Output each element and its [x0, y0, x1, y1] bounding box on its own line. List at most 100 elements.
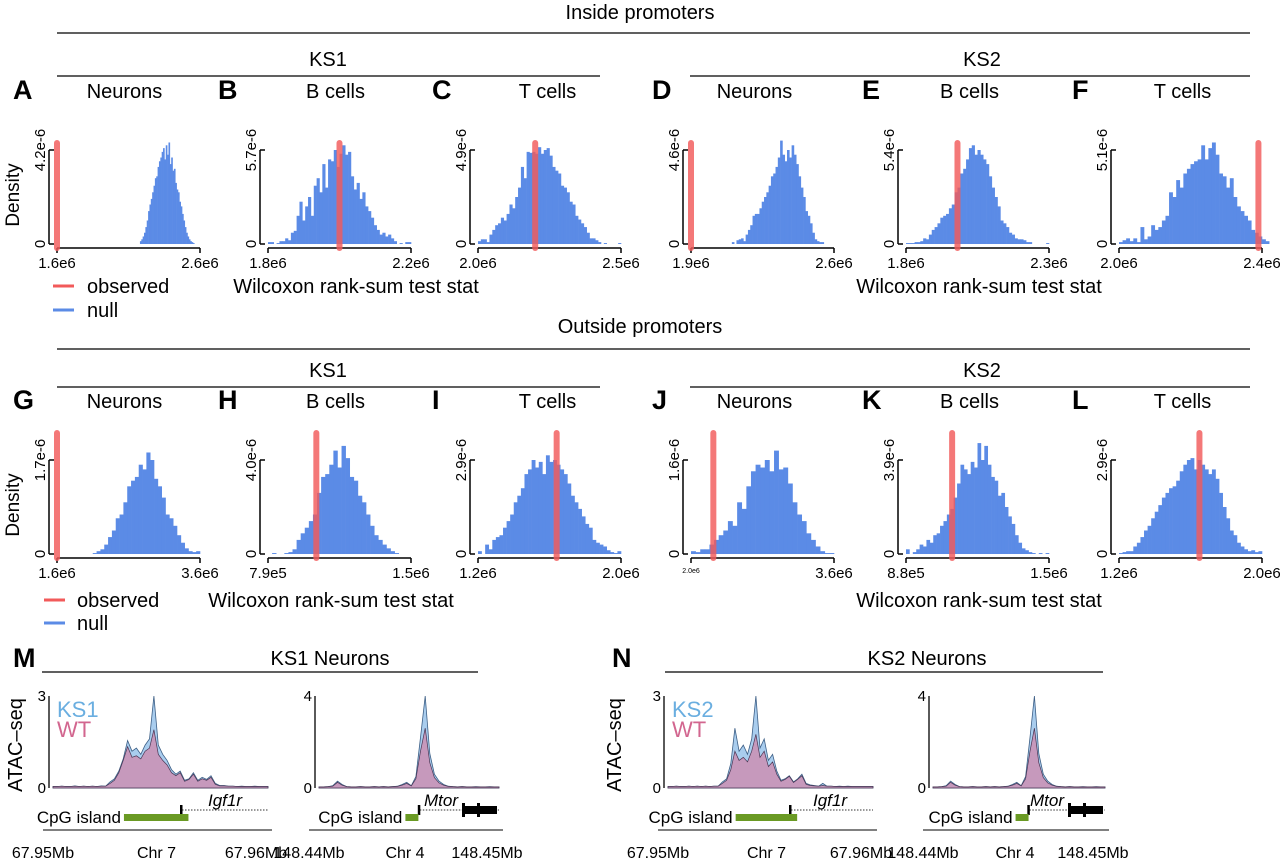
null-bar: [492, 229, 496, 244]
null-bar: [370, 525, 375, 554]
null-bar: [617, 551, 622, 554]
null-bar: [1011, 234, 1015, 244]
null-bar: [1025, 550, 1029, 554]
histogram-panels: A Neurons 0 4.2e-6 1.6e6 2.6e6 B B cells 0 5.7e-6…: [13, 75, 1280, 582]
panel-title: T cells: [519, 391, 576, 413]
null-bar: [153, 185, 156, 244]
panel-title: B cells: [940, 391, 999, 413]
null-bar: [131, 480, 136, 554]
x-tick-label: 1.8e6: [887, 255, 925, 272]
y-axis-label-inside: Density: [3, 163, 24, 227]
null-bar: [1158, 505, 1163, 554]
null-bar: [598, 242, 602, 244]
gene-name-label: Igf1r: [813, 791, 848, 810]
null-bar: [191, 242, 194, 244]
null-bar: [179, 201, 181, 244]
null-bar: [356, 182, 360, 244]
gene-tss-marker: [180, 805, 183, 815]
null-bar: [506, 213, 510, 244]
null-bar: [321, 476, 326, 554]
null-bar: [824, 553, 830, 554]
genomic-tick-label: 67.95Mb: [627, 845, 689, 862]
null-bar: [768, 185, 772, 244]
null-bar: [296, 215, 300, 244]
null-bar: [960, 173, 964, 244]
x-tick-label: 1.6e6: [38, 565, 76, 582]
null-bar: [182, 213, 184, 244]
null-bar: [523, 178, 527, 244]
null-bar: [1046, 243, 1050, 244]
null-bar: [1219, 173, 1223, 244]
null-bar: [777, 157, 781, 244]
null-bar: [549, 155, 553, 244]
observed-line: [688, 140, 694, 251]
gene-name-label: Igf1r: [208, 791, 243, 810]
null-bar: [778, 469, 784, 554]
histogram-panel-a: A Neurons 0 4.2e-6 1.6e6 2.6e6: [13, 75, 219, 272]
y-tick-label: 2.9e-6: [453, 439, 470, 482]
null-bar: [1014, 535, 1019, 554]
null-bar: [161, 151, 164, 244]
null-bar: [500, 217, 505, 244]
null-bar: [376, 229, 380, 244]
panel-title: KS1 Neurons: [271, 648, 390, 670]
null-bar: [774, 450, 779, 554]
null-bar: [732, 525, 738, 554]
null-bar: [987, 464, 992, 554]
y-tick-label: 0: [38, 780, 46, 797]
null-bar: [1008, 232, 1013, 244]
null-bar: [986, 164, 990, 244]
null-bar: [142, 236, 145, 244]
null-bar: [968, 148, 973, 244]
null-bar: [997, 206, 1001, 244]
gene-name-label: Mtor: [424, 791, 459, 810]
y-tick-label: 0: [243, 550, 260, 558]
null-bar: [100, 549, 105, 554]
null-bar: [1144, 239, 1148, 244]
x-tick-label: 2.0e6: [459, 255, 497, 272]
null-bar: [184, 548, 189, 554]
null-bar: [509, 204, 513, 244]
null-bar: [96, 551, 101, 554]
null-bar: [285, 238, 289, 244]
null-bar: [543, 150, 547, 244]
null-bar: [325, 474, 330, 554]
null-bar: [916, 549, 920, 554]
y-tick-label: 1.7e-6: [32, 439, 49, 482]
null-bar: [299, 201, 303, 244]
null-bar: [803, 197, 806, 244]
null-bar: [1204, 469, 1209, 554]
y-tick-label: 0: [1094, 240, 1111, 248]
null-bar: [1045, 553, 1050, 554]
null-bar: [1165, 215, 1170, 244]
null-bar: [1017, 239, 1021, 244]
null-bar: [588, 527, 593, 554]
genomic-tick-label: 148.44Mb: [887, 845, 958, 862]
null-bar: [333, 150, 337, 244]
null-bar: [518, 187, 522, 244]
null-bar: [555, 170, 559, 244]
null-bar: [919, 544, 924, 554]
null-bar: [1226, 518, 1231, 554]
x-tick-label: 1.2e6: [1100, 565, 1138, 582]
wt-signal-area: [52, 729, 269, 789]
null-bar: [1226, 187, 1231, 244]
legend-null-label: null: [87, 300, 118, 322]
null-bar: [148, 211, 150, 244]
null-bar: [296, 539, 301, 554]
null-bar: [1172, 197, 1177, 244]
null-bar: [966, 159, 970, 244]
null-bar: [1208, 148, 1213, 244]
null-bar: [610, 552, 615, 554]
null-bar: [531, 460, 536, 554]
null-bar: [603, 546, 607, 554]
observed-line: [1196, 430, 1203, 561]
null-bar: [1161, 497, 1166, 554]
y-tick-label: 0: [453, 550, 470, 558]
null-bar: [700, 549, 706, 554]
null-bar: [478, 241, 482, 244]
null-bar: [529, 152, 533, 244]
null-bar: [308, 197, 312, 244]
x-tick-label: 2.0e6: [1243, 565, 1280, 582]
